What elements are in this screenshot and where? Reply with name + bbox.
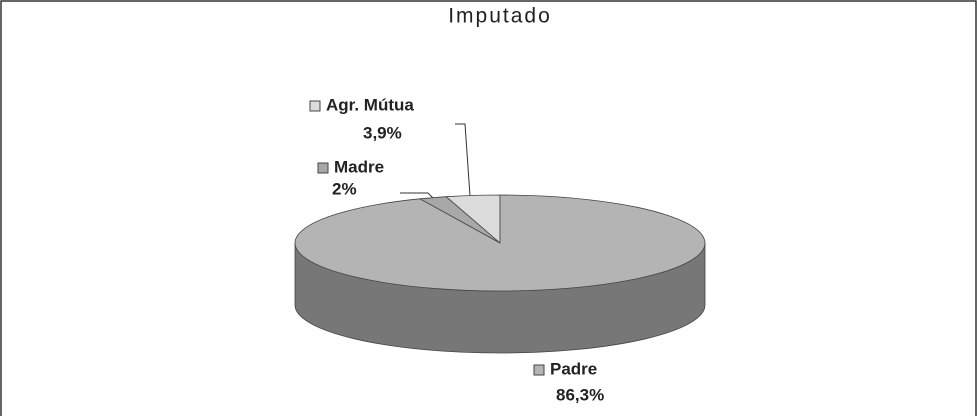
legend-swatch <box>317 162 329 174</box>
value-label: 86,3% <box>556 385 604 404</box>
pie-slice <box>294 194 706 292</box>
legend-swatch <box>533 364 545 376</box>
category-label: Agr. Mútua <box>326 95 414 114</box>
category-label: Padre <box>550 359 597 378</box>
category-label: Madre <box>334 157 384 176</box>
value-label: 2% <box>332 179 357 198</box>
value-label: 3,9% <box>363 123 402 142</box>
legend-swatch <box>309 100 321 112</box>
leader-line <box>455 123 471 197</box>
chart-title: Imputado <box>448 5 552 28</box>
